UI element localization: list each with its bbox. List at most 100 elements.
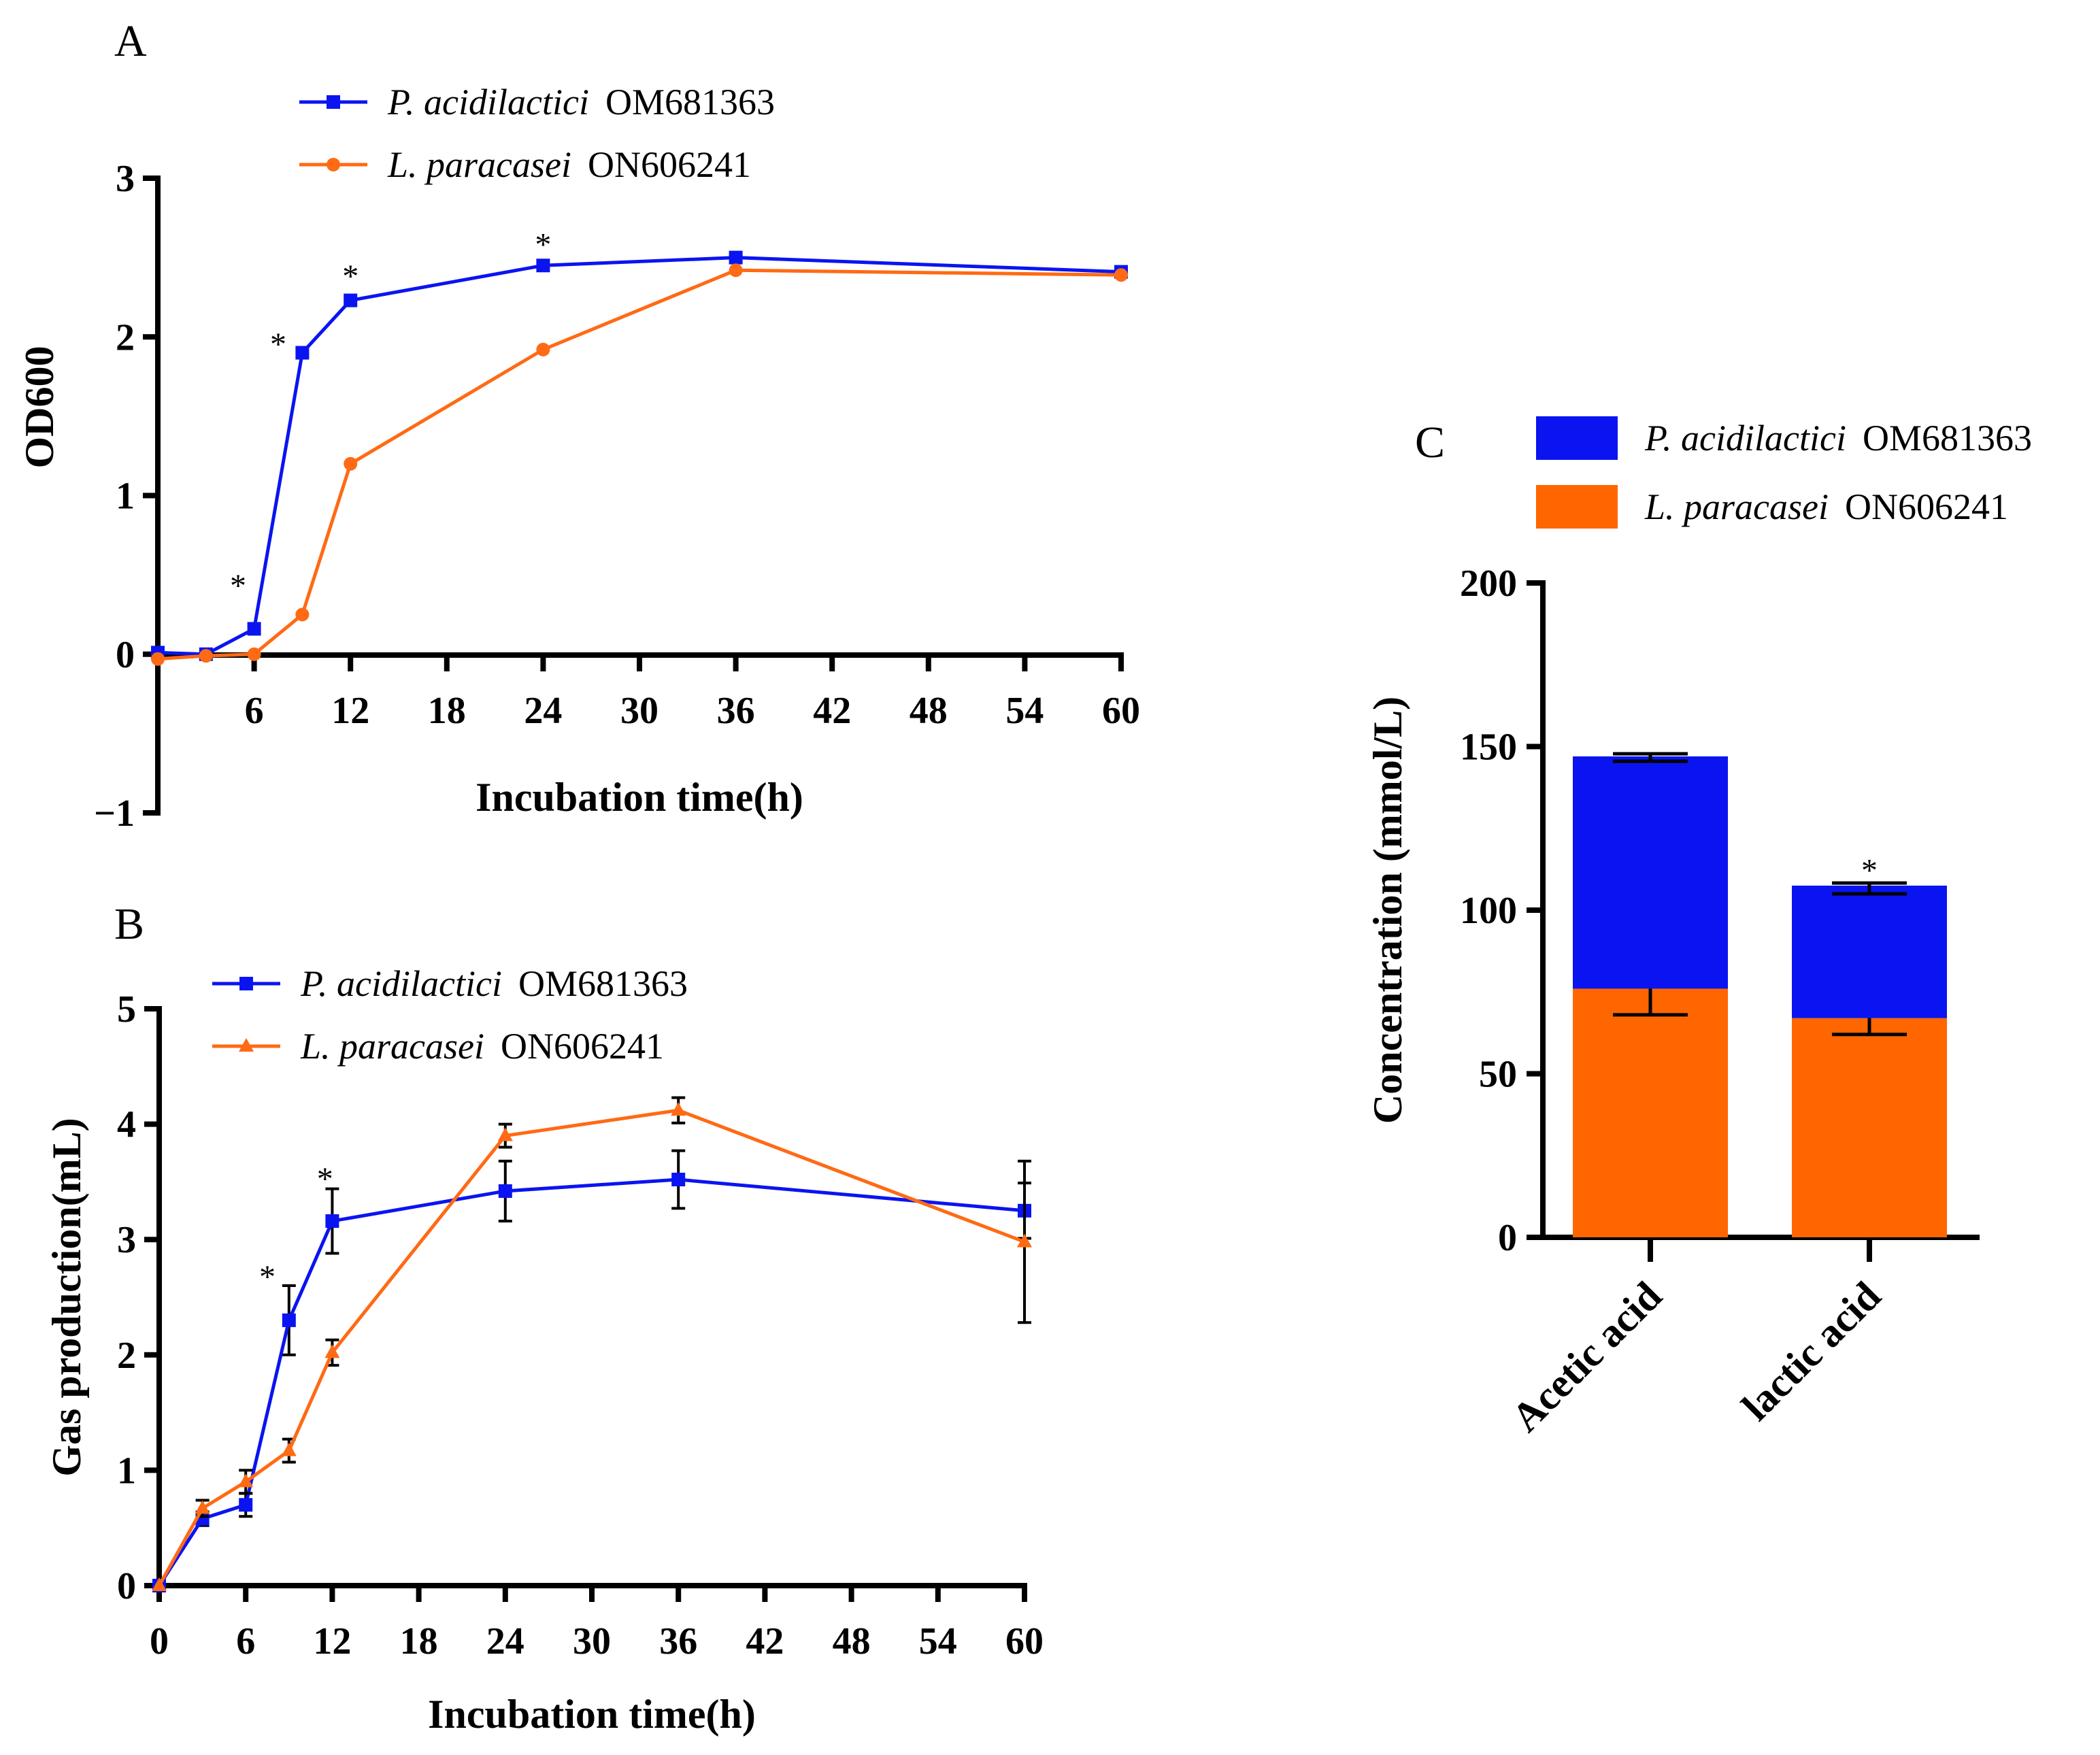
- square-marker: [671, 1173, 686, 1187]
- x-tick-label: 42: [746, 1620, 784, 1662]
- x-tick-label: 18: [428, 690, 466, 732]
- square-marker: [295, 346, 310, 360]
- bar-group-0: Acetic acid: [1503, 752, 1728, 1441]
- triangle-marker: [239, 1038, 254, 1052]
- x-tick-label: 30: [620, 690, 659, 732]
- y-tick-label: 100: [1460, 890, 1517, 932]
- y-tick-label: 0: [1498, 1217, 1517, 1259]
- bar-1: [1573, 756, 1728, 989]
- legend-strain: OM681363: [1863, 418, 2032, 458]
- legend-strain: ON606241: [1845, 486, 2008, 527]
- significance-marker: *: [1861, 852, 1878, 888]
- x-tick-label: 60: [1005, 1620, 1044, 1662]
- series-1: [152, 1096, 1032, 1591]
- circle-marker: [247, 647, 261, 661]
- legend-label: L. paracasei ON606241: [300, 1026, 664, 1067]
- circle-marker: [536, 342, 550, 356]
- y-axis-title: OD600: [17, 346, 62, 469]
- square-marker: [498, 1184, 512, 1198]
- legend-species: L. paracasei: [387, 144, 571, 185]
- bar-0: [1573, 988, 1728, 1237]
- series-line: [157, 256, 1122, 656]
- square-marker: [729, 250, 743, 265]
- y-tick-label: 3: [116, 158, 135, 200]
- y-tick-label: 0: [116, 634, 135, 676]
- y-tick-label: 150: [1460, 726, 1517, 769]
- series-line: [157, 1177, 1025, 1587]
- x-tick-label: Acetic acid: [1503, 1273, 1670, 1441]
- triangle-marker: [195, 1500, 210, 1514]
- square-marker: [247, 622, 261, 636]
- legend-item-1: P. acidilactici OM681363: [1536, 416, 2032, 460]
- circle-marker: [295, 607, 310, 622]
- circle-marker: [1114, 268, 1128, 282]
- bar-0: [1792, 1018, 1947, 1237]
- x-tick-label: 24: [524, 690, 562, 732]
- x-tick-label: 48: [910, 690, 948, 732]
- legend-species: P. acidilactici: [1644, 418, 1846, 458]
- legend-label: P. acidilactici OM681363: [387, 82, 775, 122]
- panel-label: B: [114, 899, 144, 949]
- significance-marker: *: [535, 227, 551, 263]
- x-tick-label: 18: [400, 1620, 438, 1662]
- series-line: [157, 1108, 1025, 1587]
- legend-strain: OM681363: [605, 82, 775, 122]
- x-tick-label: 54: [1005, 690, 1044, 732]
- x-tick-label: 48: [833, 1620, 871, 1662]
- circle-marker: [729, 263, 743, 278]
- circle-marker: [327, 158, 340, 171]
- y-tick-label: 200: [1460, 563, 1517, 605]
- x-tick-label: 12: [313, 1620, 351, 1662]
- x-tick-label: 60: [1102, 690, 1140, 732]
- legend-item-1: L. paracasei ON606241: [212, 1026, 664, 1067]
- legend-label: P. acidilactici OM681363: [1644, 418, 2032, 458]
- y-tick-label: 1: [116, 475, 135, 518]
- x-tick-label: 6: [236, 1620, 255, 1662]
- y-tick-label: 2: [117, 1335, 136, 1377]
- legend-species: P. acidilactici: [387, 82, 589, 122]
- triangle-marker: [238, 1473, 254, 1488]
- y-tick-label: 4: [117, 1104, 136, 1146]
- y-tick-label: −1: [94, 792, 135, 835]
- legend-strain: ON606241: [501, 1026, 664, 1067]
- square-marker: [325, 1214, 339, 1228]
- series-0: [151, 250, 1128, 661]
- legend-label: L. paracasei ON606241: [1644, 486, 2008, 527]
- circle-marker: [344, 456, 358, 471]
- triangle-marker: [1017, 1233, 1032, 1248]
- square-marker: [239, 977, 253, 990]
- triangle-marker: [152, 1577, 167, 1591]
- panel-label: C: [1415, 418, 1445, 467]
- x-tick-label: lactic acid: [1733, 1273, 1889, 1429]
- y-tick-label: 2: [116, 316, 135, 358]
- square-marker: [327, 95, 340, 109]
- legend-swatch: [1536, 416, 1618, 460]
- legend-species: L. paracasei: [300, 1026, 484, 1067]
- x-axis-title: Incubation time(h): [428, 1692, 756, 1737]
- bar-1: [1792, 885, 1947, 1018]
- legend-item-0: P. acidilactici OM681363: [299, 82, 775, 122]
- x-tick-label: 6: [245, 690, 264, 732]
- x-tick-label: 42: [813, 690, 851, 732]
- x-tick-label: 30: [573, 1620, 611, 1662]
- x-tick-label: 54: [919, 1620, 957, 1662]
- significance-marker: *: [259, 1259, 276, 1295]
- legend-item-0: L. paracasei ON606241: [1536, 485, 2008, 529]
- panel-label: A: [114, 16, 147, 66]
- y-tick-label: 5: [117, 988, 136, 1031]
- square-marker: [239, 1498, 253, 1512]
- y-tick-label: 0: [117, 1565, 136, 1607]
- legend-species: P. acidilactici: [300, 963, 502, 1004]
- legend-swatch: [1536, 485, 1618, 529]
- legend-label: L. paracasei ON606241: [387, 144, 751, 185]
- legend-strain: OM681363: [518, 963, 688, 1004]
- x-tick-label: 0: [150, 1620, 169, 1662]
- series-line: [157, 268, 1122, 661]
- y-tick-label: 1: [117, 1450, 136, 1492]
- x-tick-label: 36: [717, 690, 755, 732]
- triangle-marker: [281, 1442, 297, 1456]
- significance-marker: *: [230, 568, 246, 604]
